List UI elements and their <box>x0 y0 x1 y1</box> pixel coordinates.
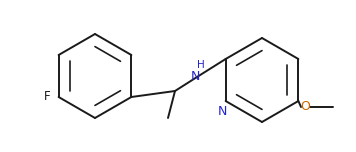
Text: O: O <box>300 100 310 114</box>
Text: N: N <box>218 105 227 118</box>
Text: F: F <box>44 90 51 104</box>
Text: N: N <box>190 71 200 83</box>
Text: H: H <box>197 60 205 70</box>
